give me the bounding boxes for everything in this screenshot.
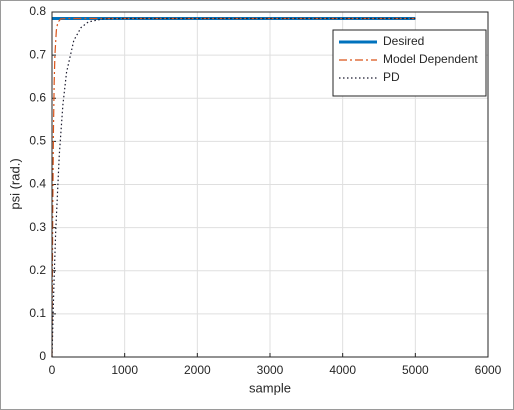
series-line	[51, 17, 416, 358]
x-tick-label: 6000	[475, 363, 502, 377]
x-tick-label: 1000	[111, 363, 138, 377]
legend-label: Desired	[383, 34, 424, 48]
y-tick-label: 0.4	[29, 177, 46, 191]
x-tick-label: 5000	[402, 363, 429, 377]
y-tick-label: 0.3	[29, 220, 46, 234]
axes-box	[51, 11, 489, 358]
y-tick-label: 0.7	[29, 47, 46, 61]
y-tick-label: 0	[39, 349, 46, 363]
x-axis-label: sample	[249, 380, 291, 395]
x-tick-label: 0	[49, 363, 56, 377]
x-tick-label: 2000	[184, 363, 211, 377]
y-tick-label: 0.8	[29, 4, 46, 18]
y-tick-label: 0.1	[29, 306, 46, 320]
legend-label: PD	[383, 70, 400, 84]
y-axis-label: psi (rad.)	[7, 158, 22, 209]
y-tick-label: 0.5	[29, 134, 46, 148]
y-tick-label: 0.6	[29, 90, 46, 104]
x-tick-label: 3000	[257, 363, 284, 377]
x-tick-label: 4000	[329, 363, 356, 377]
legend-label: Model Dependent	[383, 52, 478, 66]
y-tick-label: 0.2	[29, 263, 46, 277]
series-line	[51, 17, 416, 358]
